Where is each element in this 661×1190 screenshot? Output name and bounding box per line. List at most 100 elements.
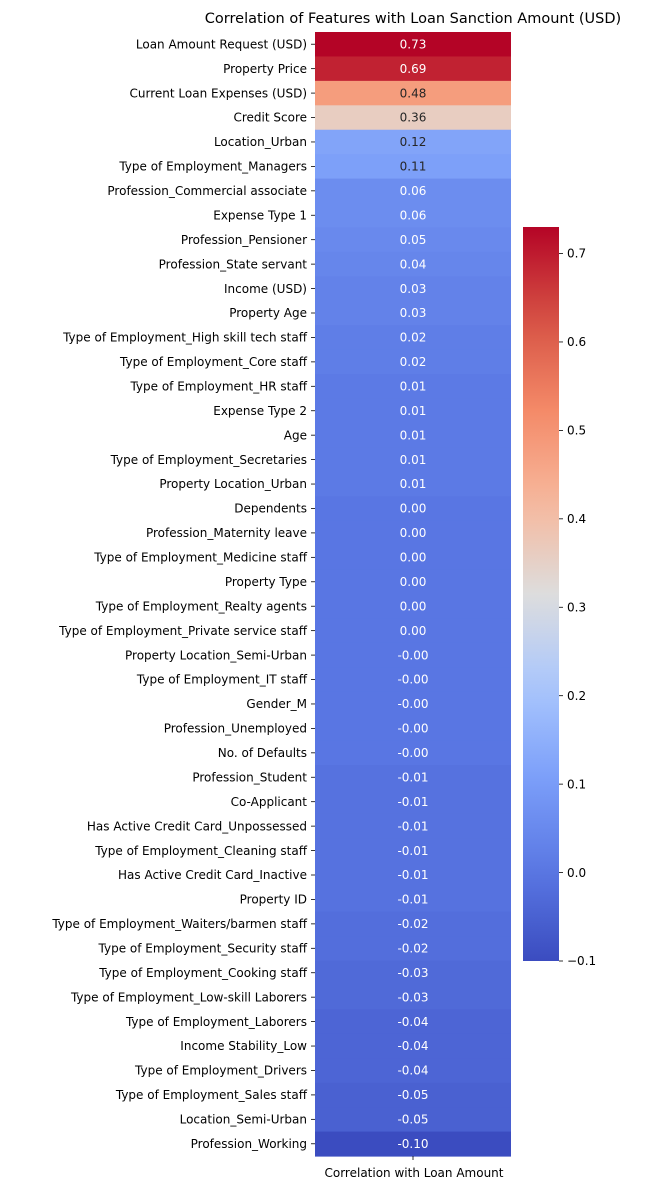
heatmap-cell [315, 398, 511, 424]
row-label: Type of Employment_Core staff [119, 355, 308, 369]
heatmap-cells [315, 32, 511, 1157]
heatmap-cell [315, 740, 511, 766]
heatmap-cell [315, 178, 511, 204]
cell-value-label: -0.00 [397, 648, 428, 662]
heatmap-cell [315, 984, 511, 1010]
heatmap-cell [315, 716, 511, 742]
heatmap-cell [315, 422, 511, 448]
row-label: No. of Defaults [218, 746, 307, 760]
heatmap-cell [315, 251, 511, 277]
heatmap-cell [315, 789, 511, 815]
colorbar-tick-label: 0.1 [567, 777, 586, 791]
cell-value-label: 0.00 [400, 624, 427, 638]
row-label: Property Location_Semi-Urban [125, 648, 307, 662]
cell-value-label: -0.01 [397, 795, 428, 809]
cell-value-label: -0.05 [397, 1088, 428, 1102]
row-label: Current Loan Expenses (USD) [130, 86, 307, 100]
cell-value-label: 0.03 [400, 306, 427, 320]
heatmap-cell [315, 300, 511, 326]
cell-value-label: 0.36 [400, 111, 427, 125]
row-label: Property Price [223, 62, 307, 76]
row-label: Location_Semi-Urban [180, 1113, 307, 1127]
heatmap-cell [315, 936, 511, 962]
colorbar-tick-label: 0.7 [567, 247, 586, 261]
cell-value-label: 0.02 [400, 355, 427, 369]
row-label: Property ID [240, 893, 307, 907]
heatmap-cell [315, 911, 511, 937]
heatmap-cell [315, 32, 511, 58]
row-label: Property Location_Urban [159, 477, 307, 491]
heatmap-cell [315, 960, 511, 986]
heatmap-cell [315, 203, 511, 229]
row-labels: Loan Amount Request (USD) Property Price C… [51, 37, 315, 1151]
row-label: Profession_Working [191, 1137, 307, 1151]
cell-value-label: 0.06 [400, 208, 427, 222]
cell-value-label: 0.00 [400, 599, 427, 613]
cell-value-label: 0.00 [400, 526, 427, 540]
heatmap-cell [315, 520, 511, 546]
heatmap-cell [315, 642, 511, 668]
row-label: Profession_Pensioner [181, 233, 307, 247]
colorbar-tick-label: 0.5 [567, 424, 586, 438]
cell-value-label: -0.04 [397, 1015, 428, 1029]
cell-value-label: -0.10 [397, 1137, 428, 1151]
row-label: Expense Type 1 [213, 208, 307, 222]
heatmap-cell [315, 1033, 511, 1059]
heatmap-cell [315, 545, 511, 571]
heatmap-cell [315, 349, 511, 375]
cell-value-label: -0.03 [397, 990, 428, 1004]
row-label: Type of Employment_High skill tech staff [62, 331, 308, 345]
cell-value-label: 0.03 [400, 282, 427, 296]
row-label: Co-Applicant [231, 795, 308, 809]
colorbar-tick-label: 0.6 [567, 335, 586, 349]
colorbar-gradient [523, 227, 559, 961]
chart-title: Correlation of Features with Loan Sancti… [205, 11, 621, 27]
heatmap-cell [315, 447, 511, 473]
cell-value-label: 0.00 [400, 575, 427, 589]
cell-value-label: -0.01 [397, 868, 428, 882]
row-label: Type of Employment_Laborers [125, 1015, 307, 1029]
heatmap-cell [315, 227, 511, 253]
heatmap-cell [315, 1082, 511, 1108]
cell-value-label: 0.48 [400, 86, 427, 100]
heatmap-cell [315, 276, 511, 302]
row-label: Type of Employment_Low-skill Laborers [70, 990, 307, 1004]
row-label: Age [284, 428, 307, 442]
row-label: Profession_Maternity leave [146, 526, 307, 540]
row-label: Income Stability_Low [180, 1039, 307, 1053]
cell-value-label: 0.01 [400, 477, 427, 491]
heatmap-cell [315, 838, 511, 864]
heatmap-cell [315, 887, 511, 913]
heatmap-cell [315, 594, 511, 620]
heatmap-cell [315, 496, 511, 522]
row-label: Type of Employment_Managers [118, 160, 307, 174]
cell-value-label: 0.11 [400, 160, 427, 174]
heatmap-cell [315, 374, 511, 400]
cell-value-label: 0.01 [400, 404, 427, 418]
cell-value-label: 0.00 [400, 551, 427, 565]
heatmap-cell [315, 813, 511, 839]
cell-value-label: -0.01 [397, 819, 428, 833]
cell-value-label: -0.00 [397, 746, 428, 760]
cell-value-label: 0.02 [400, 331, 427, 345]
row-label: Location_Urban [214, 135, 307, 149]
row-label: Type of Employment_Realty agents [95, 599, 307, 613]
row-label: Property Age [229, 306, 307, 320]
cell-value-label: 0.12 [400, 135, 427, 149]
row-label: Type of Employment_IT staff [136, 673, 308, 687]
colorbar-tick-label: 0.0 [567, 866, 586, 880]
cell-value-label: 0.00 [400, 502, 427, 516]
heatmap-cell [315, 691, 511, 717]
colorbar-tick-label: 0.2 [567, 689, 586, 703]
row-label: Type of Employment_Cooking staff [98, 966, 308, 980]
row-label: Type of Employment_Drivers [134, 1064, 307, 1078]
heatmap-cell [315, 56, 511, 82]
cell-value-label: -0.02 [397, 942, 428, 956]
cell-value-label: 0.73 [400, 37, 427, 51]
heatmap-cell [315, 154, 511, 180]
row-label: Type of Employment_Sales staff [115, 1088, 308, 1102]
cell-value-label: 0.05 [400, 233, 427, 247]
colorbar-tick-label: −0.1 [567, 954, 596, 968]
cell-value-label: 0.01 [400, 380, 427, 394]
